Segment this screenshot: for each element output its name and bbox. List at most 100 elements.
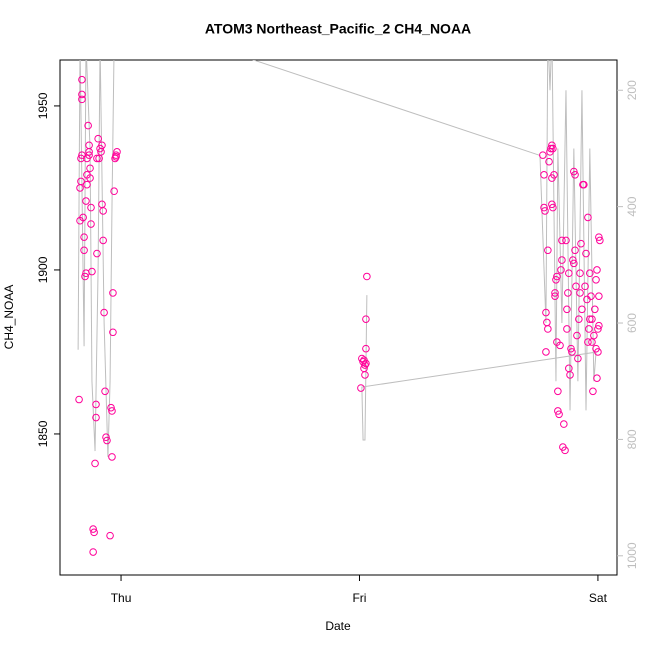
y2-tick-label: 800: [625, 429, 639, 449]
data-point: [545, 157, 553, 166]
data-point: [551, 292, 559, 300]
data-point: [85, 141, 93, 150]
data-point: [580, 180, 588, 189]
data-point: [362, 315, 370, 323]
data-point: [588, 315, 596, 323]
data-point: [569, 256, 577, 264]
data-point: [86, 174, 94, 182]
data-point: [83, 180, 91, 189]
data-point: [108, 407, 116, 415]
data-point: [560, 420, 568, 428]
data-point: [573, 331, 581, 340]
data-point: [587, 292, 595, 300]
data-point: [78, 95, 86, 104]
data-point: [107, 403, 115, 412]
data-point: [100, 308, 108, 317]
data-point: [586, 269, 594, 278]
data-point: [595, 292, 603, 300]
data-point: [594, 325, 602, 333]
data-point: [553, 272, 561, 281]
data-point: [564, 289, 572, 297]
y-tick-label: 1950: [36, 92, 50, 119]
data-point: [84, 121, 92, 130]
data-point: [101, 387, 109, 396]
data-point: [85, 151, 93, 159]
data-point: [89, 525, 97, 533]
data-point: [558, 256, 566, 264]
data-point: [567, 344, 575, 353]
chart-title: ATOM3 Northeast_Pacific_2 CH4_NOAA: [205, 21, 471, 37]
data-point: [584, 213, 592, 222]
data-point: [90, 528, 98, 537]
data-point: [362, 344, 370, 353]
data-point: [576, 289, 584, 297]
x-axis-title: Date: [325, 619, 351, 633]
data-point: [94, 134, 102, 143]
data-point: [595, 321, 603, 330]
data-point: [562, 236, 570, 245]
data-point: [357, 384, 365, 392]
data-point: [557, 266, 565, 274]
data-point: [593, 266, 601, 274]
x-tick-label: Fri: [352, 591, 366, 605]
data-point: [79, 213, 87, 222]
data-point: [98, 141, 106, 150]
data-point: [572, 282, 580, 291]
data-point: [574, 354, 582, 363]
data-point: [77, 177, 85, 186]
data-point: [113, 148, 121, 156]
data-point: [556, 341, 564, 350]
data-point: [109, 289, 117, 297]
data-point: [551, 289, 559, 297]
data-point: [93, 154, 101, 163]
x-tick-label: Thu: [111, 591, 132, 605]
data-point: [588, 338, 596, 346]
data-point: [586, 315, 594, 323]
data-point: [361, 371, 369, 379]
data-point: [542, 348, 550, 356]
data-point: [80, 233, 88, 241]
data-point: [549, 203, 557, 212]
data-point: [539, 151, 547, 159]
y-axis-title: CH4_NOAA: [2, 285, 16, 350]
data-point: [589, 387, 597, 396]
data-point: [585, 325, 593, 333]
data-point: [89, 548, 97, 556]
data-point: [593, 374, 601, 382]
data-point: [541, 207, 549, 215]
data-point: [558, 236, 566, 245]
data-point: [571, 246, 579, 255]
data-point: [563, 325, 571, 333]
data-point: [577, 239, 585, 248]
data-point: [582, 249, 590, 258]
data-point: [549, 144, 557, 153]
data-point: [570, 167, 578, 176]
data-point: [565, 364, 573, 373]
data-point: [570, 259, 578, 268]
data-point: [592, 344, 600, 353]
data-point: [595, 233, 603, 241]
data-point: [565, 269, 573, 278]
data-point: [87, 203, 95, 212]
data-point: [563, 305, 571, 314]
data-point: [88, 267, 96, 276]
data-point: [584, 338, 592, 346]
data-point: [103, 436, 111, 445]
data-point: [548, 200, 556, 209]
data-point: [82, 197, 90, 205]
data-point: [81, 272, 89, 281]
data-point: [109, 328, 117, 337]
data-point: [540, 171, 548, 179]
y-tick-label: 1850: [36, 420, 50, 447]
line-layer: [77, 60, 597, 457]
data-point: [540, 203, 548, 212]
data-point: [78, 75, 86, 84]
data-point: [554, 387, 562, 396]
data-point: [566, 371, 574, 379]
data-point: [591, 305, 599, 314]
data-point: [544, 246, 552, 255]
data-point: [561, 446, 569, 455]
data-point: [543, 318, 551, 327]
data-point: [552, 275, 560, 284]
